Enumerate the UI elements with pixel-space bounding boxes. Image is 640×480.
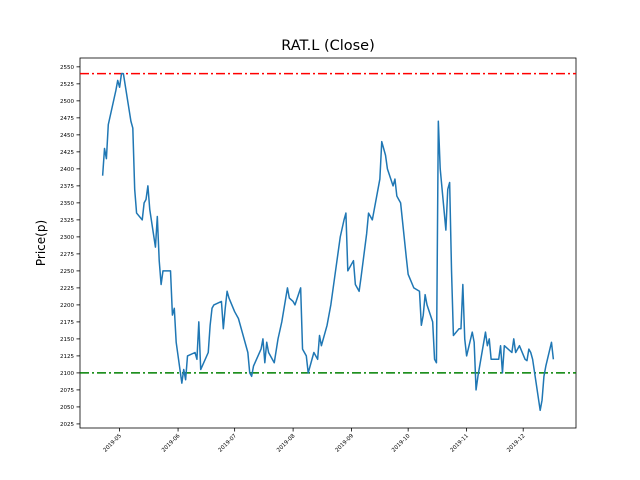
price-line [101,72,555,412]
y-tick-label: 2175 [60,320,74,326]
x-tick-label: 2019-11 [450,433,470,453]
y-tick-label: 2300 [60,235,74,241]
y-tick-label: 2025 [60,422,74,428]
x-tick-label: 2019-08 [276,433,297,454]
y-tick-label: 2250 [60,269,74,275]
y-tick-label: 2100 [60,371,74,377]
y-tick-label: 2425 [60,150,74,156]
y-tick-label: 2450 [60,133,74,139]
y-tick-label: 2325 [60,218,74,224]
y-tick-label: 2350 [60,201,74,207]
y-tick-label: 2525 [60,82,74,88]
y-tick-label: 2375 [60,184,74,190]
y-tick-label: 2400 [60,167,74,173]
y-tick-label: 2075 [60,388,74,394]
x-tick-label: 2019-10 [391,433,412,454]
x-tick-label: 2019-07 [218,433,239,454]
y-tick-label: 2200 [60,303,74,309]
y-tick-label: 2275 [60,252,74,258]
x-tick-label: 2019-06 [161,433,182,454]
y-tick-label: 2050 [60,405,74,411]
x-tick-label: 2019-09 [334,433,355,454]
y-tick-label: 2150 [60,337,74,343]
x-tick-label: 2019-05 [103,433,124,454]
y-tick-label: 2475 [60,116,74,122]
x-tick-label: 2019-12 [506,433,526,453]
y-tick-label: 2225 [60,286,74,292]
y-tick-label: 2550 [60,65,74,71]
chart-title: RAT.L (Close) [281,38,375,54]
y-tick-label: 2500 [60,99,74,105]
y-tick-label: 2125 [60,354,74,360]
plot-frame [79,57,577,429]
y-axis-label: Price(p) [34,220,48,266]
